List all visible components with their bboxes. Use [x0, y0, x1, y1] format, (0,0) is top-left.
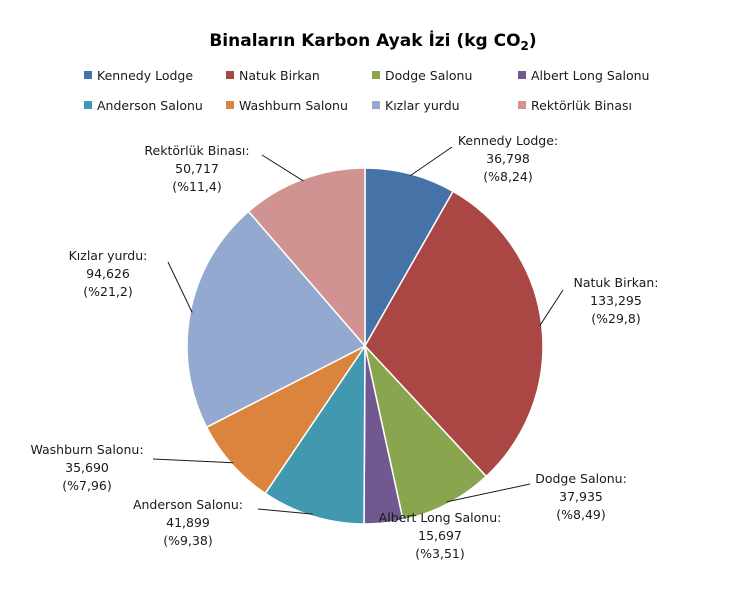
data-label-natuk-birkan-name: Natuk Birkan:	[573, 275, 658, 290]
data-label-natuk-birkan-percent: (%29,8)	[591, 311, 640, 326]
leader-line-washburn-salonu	[152, 458, 234, 464]
legend-entry-albert-long-salonu: Albert Long Salonu	[531, 68, 649, 83]
leader-line-rektorluk-binasi	[261, 154, 304, 182]
legend-swatch-dodge-salonu	[372, 71, 380, 79]
legend-swatch-natuk-birkan	[226, 71, 234, 79]
pie-slice-natuk-birkan	[364, 190, 544, 478]
data-label-kennedy-lodge-value: 36,798	[486, 151, 530, 166]
data-label-natuk-birkan-value: 133,295	[590, 293, 642, 308]
data-label-dodge-salonu-value: 37,935	[559, 489, 603, 504]
data-label-washburn-salonu-name: Washburn Salonu:	[30, 442, 143, 457]
data-label-anderson-salonu-percent: (%9,38)	[163, 533, 212, 548]
slice-labels: Kennedy Lodge: 36,798 (%8,24) Natuk Birkan:…	[30, 133, 658, 561]
pie-slice-anderson-salonu	[264, 343, 366, 525]
data-label-anderson-salonu-value: 41,899	[166, 515, 210, 530]
legend-entry-dodge-salonu: Dodge Salonu	[385, 68, 472, 83]
leader-line-kizlar-yurdu	[167, 261, 193, 313]
data-label-kizlar-yurdu-percent: (%21,2)	[83, 284, 132, 299]
data-label-kennedy-lodge-percent: (%8,24)	[483, 169, 532, 184]
legend-entry-rektorluk-binasi: Rektörlük Binası	[531, 98, 632, 113]
data-label-anderson-salonu-name: Anderson Salonu:	[133, 497, 243, 512]
leader-line-natuk-birkan	[539, 289, 564, 326]
data-label-rektorluk-binasi-value: 50,717	[175, 161, 219, 176]
legend-entry-kennedy-lodge: Kennedy Lodge	[97, 68, 193, 83]
legend-entry-washburn-salonu: Washburn Salonu	[239, 98, 348, 113]
pie-slice-kizlar-yurdu	[186, 210, 367, 429]
data-label-albert-long-salonu-value: 15,697	[418, 528, 462, 543]
legend-swatch-anderson-salonu	[84, 101, 92, 109]
leader-lines	[152, 146, 564, 515]
data-label-kennedy-lodge-name: Kennedy Lodge:	[458, 133, 558, 148]
legend-swatch-washburn-salonu	[226, 101, 234, 109]
leader-line-kennedy-lodge	[409, 146, 453, 177]
pie-slices	[186, 167, 544, 525]
legend-entry-anderson-salonu: Anderson Salonu	[97, 98, 203, 113]
legend-swatch-kennedy-lodge	[84, 71, 92, 79]
data-label-washburn-salonu-percent: (%7,96)	[62, 478, 111, 493]
chart-title: Binaların Karbon Ayak İzi (kg CO2)	[209, 29, 536, 53]
legend-swatch-kizlar-yurdu	[372, 101, 380, 109]
legend-swatch-albert-long-salonu	[518, 71, 526, 79]
legend-entry-natuk-birkan: Natuk Birkan	[239, 68, 320, 83]
pie-slice-kennedy-lodge	[364, 167, 455, 349]
data-label-albert-long-salonu-percent: (%3,51)	[415, 546, 464, 561]
data-label-rektorluk-binasi-percent: (%11,4)	[172, 179, 221, 194]
data-label-washburn-salonu-value: 35,690	[65, 460, 109, 475]
chart-legend: Kennedy Lodge Natuk Birkan Dodge Salonu Alb…	[84, 68, 649, 113]
pie-slice-dodge-salonu	[363, 343, 488, 521]
leader-line-dodge-salonu	[446, 483, 531, 503]
data-label-kizlar-yurdu-name: Kızlar yurdu:	[69, 248, 148, 263]
data-label-dodge-salonu-percent: (%8,49)	[556, 507, 605, 522]
data-label-dodge-salonu-name: Dodge Salonu:	[535, 471, 627, 486]
pie-slice-rektorluk-binasi	[247, 167, 366, 349]
data-label-albert-long-salonu-name: Albert Long Salonu:	[379, 510, 502, 525]
legend-entry-kizlar-yurdu: Kızlar yurdu	[385, 98, 460, 113]
legend-swatch-rektorluk-binasi	[518, 101, 526, 109]
pie-slice-washburn-salonu	[205, 345, 366, 495]
data-label-rektorluk-binasi-name: Rektörlük Binası:	[144, 143, 249, 158]
leader-line-anderson-salonu	[257, 508, 313, 515]
data-label-kizlar-yurdu-value: 94,626	[86, 266, 130, 281]
